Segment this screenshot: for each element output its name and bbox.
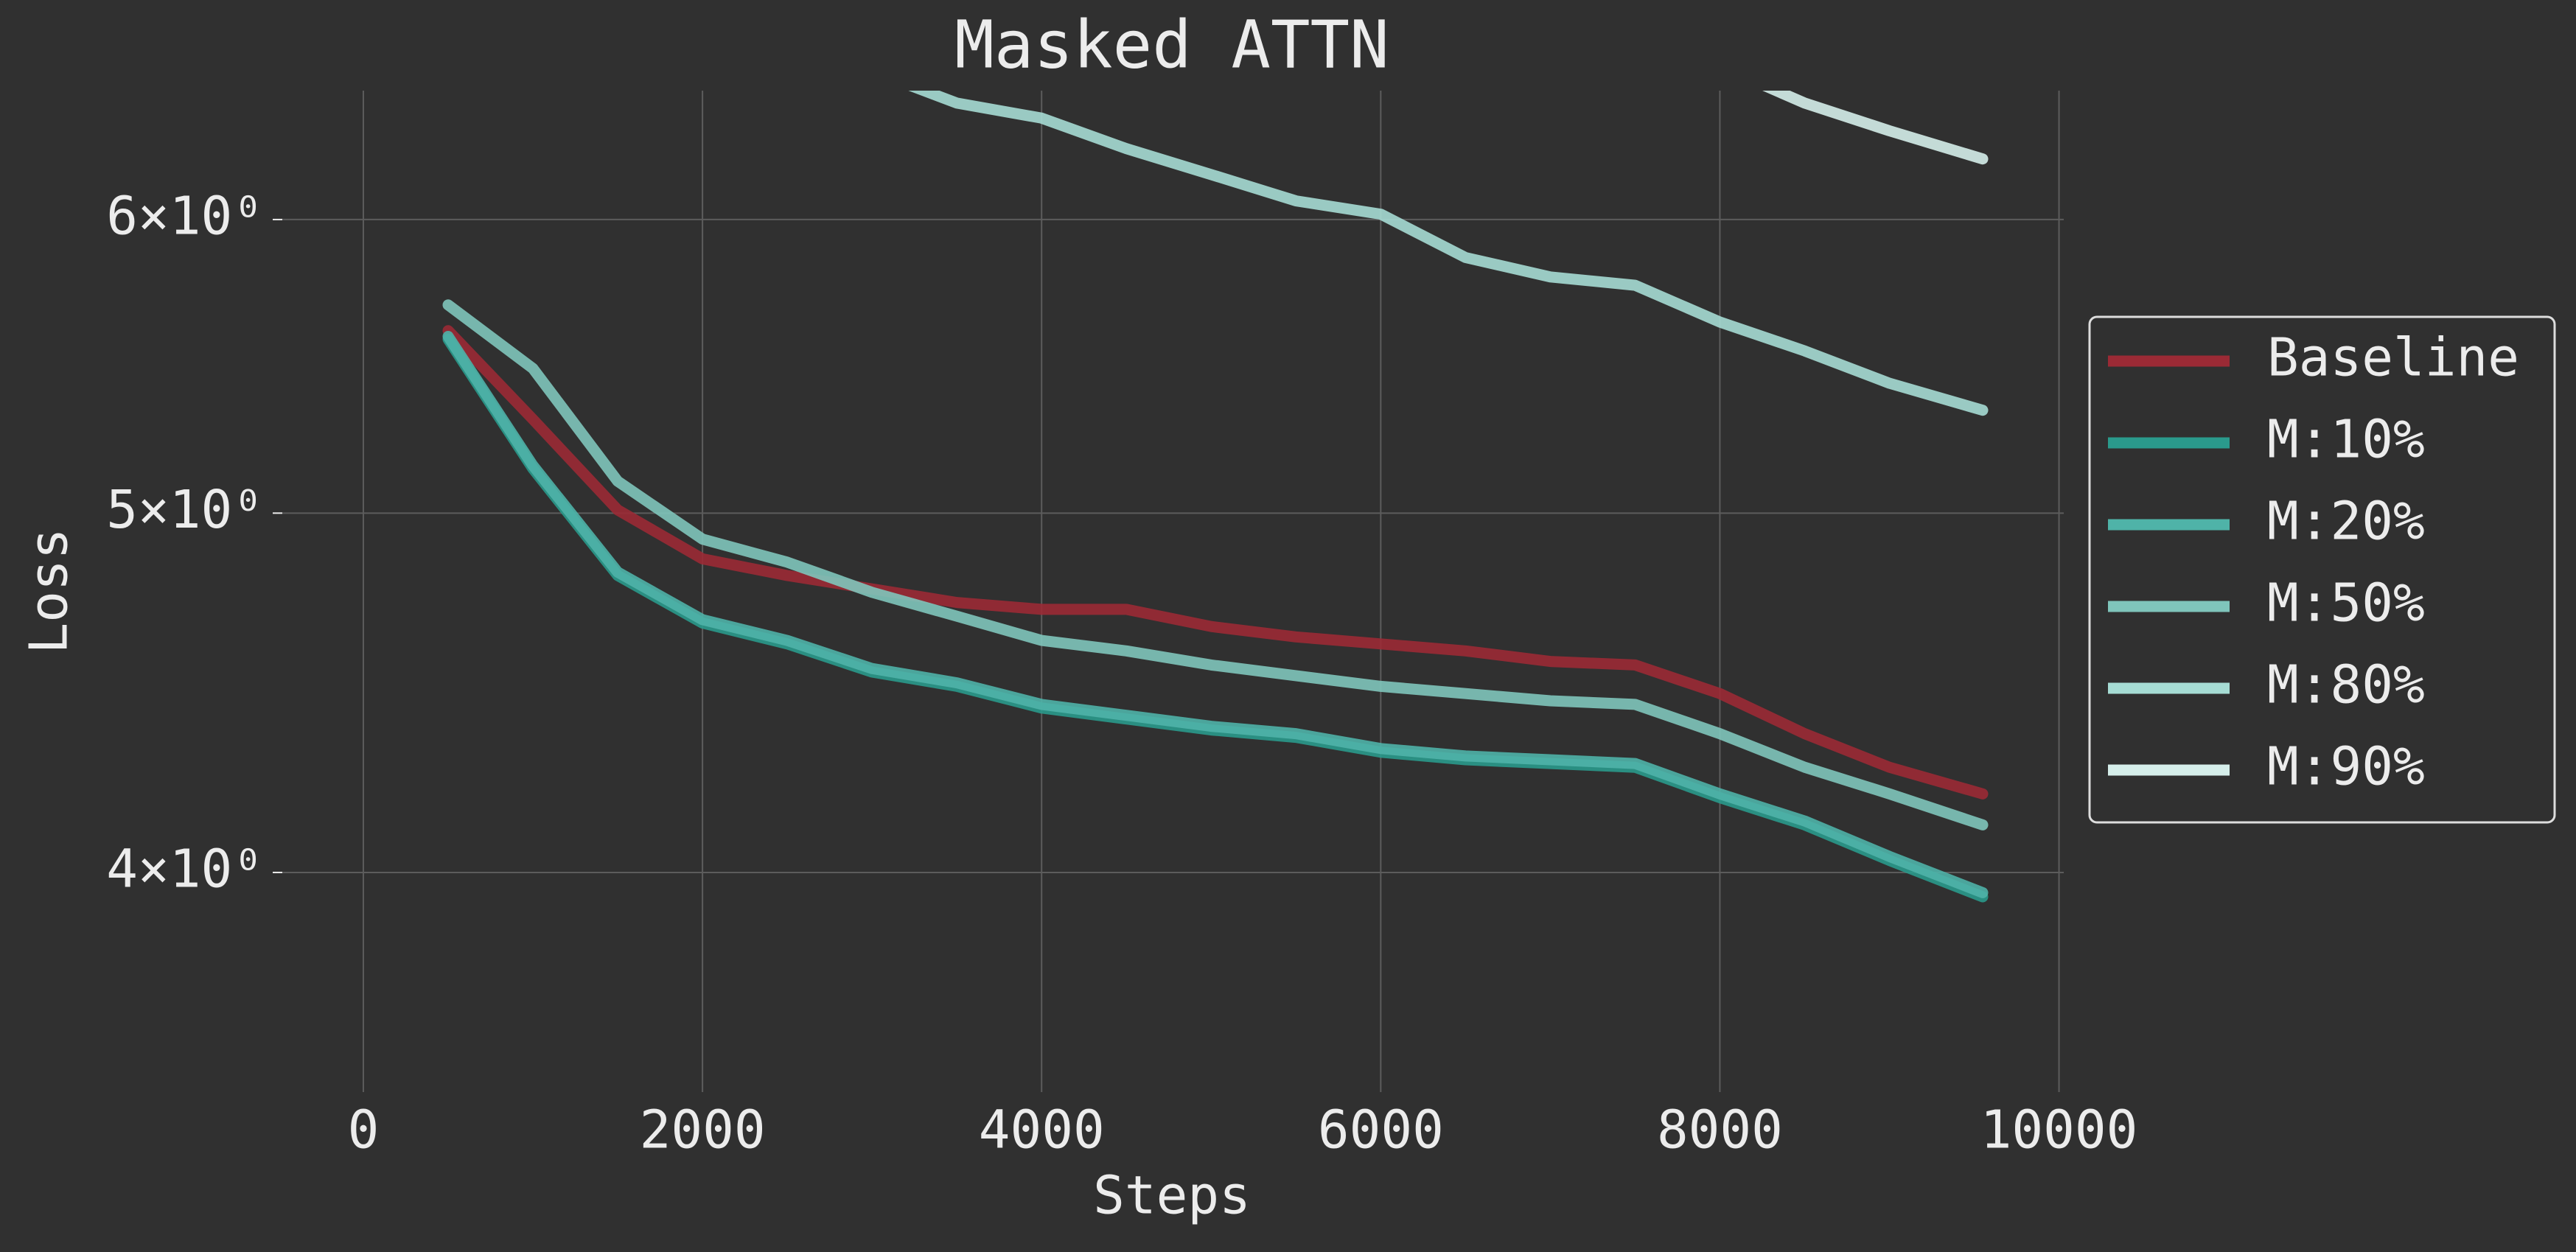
x-axis-label: Steps [1093, 1165, 1251, 1226]
x-tick-label: 10000 [1980, 1099, 2138, 1161]
grid [282, 91, 2064, 1092]
x-tick-label: 8000 [1657, 1099, 1783, 1161]
x-tick-label: 6000 [1318, 1099, 1444, 1161]
plot-area [442, 91, 1989, 903]
chart-title: Masked ATTN [954, 6, 1389, 83]
legend-label: M:80% [2267, 654, 2425, 716]
legend-label: M:10% [2267, 409, 2425, 470]
series-line [442, 325, 1989, 800]
legend-label: M:50% [2267, 573, 2425, 634]
series-line [442, 331, 1989, 898]
legend: Baseline M:10% M:20% M:50% M:80% M:90% [2088, 315, 2556, 824]
legend-label: M:20% [2267, 491, 2425, 552]
y-axis-label: Loss [18, 528, 80, 654]
series-line [442, 299, 1989, 830]
legend-label: Baseline [2267, 327, 2519, 388]
legend-label: M:90% [2267, 736, 2425, 797]
y-tick-label: 4×10⁰ [106, 838, 264, 899]
y-tick-label: 5×10⁰ [106, 479, 264, 540]
series-line [908, 91, 1989, 416]
y-tick-label: 6×10⁰ [106, 185, 264, 246]
series-line [1762, 91, 1989, 165]
x-tick-label: 2000 [640, 1099, 766, 1161]
x-tick-label: 4000 [979, 1099, 1105, 1161]
x-tick-label: 0 [348, 1099, 380, 1161]
